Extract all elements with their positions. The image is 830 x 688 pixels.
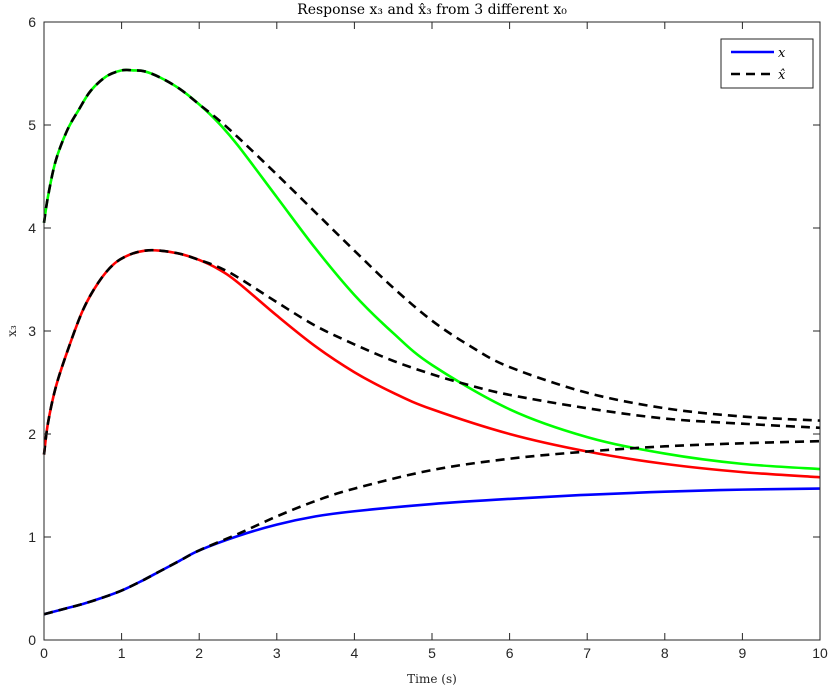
y-tick-label: 4: [28, 220, 36, 236]
x-tick-label: 6: [506, 645, 514, 661]
x-tick-label: 7: [583, 645, 591, 661]
x-tick-label: 10: [812, 645, 828, 661]
legend-box: [720, 38, 814, 89]
series-layer: [42, 68, 821, 616]
y-axis: 0 1 2 3 4 5 6: [28, 14, 820, 648]
x-tick-label: 8: [661, 645, 669, 661]
x-tick-label: 1: [118, 645, 126, 661]
y-tick-label: 6: [28, 14, 36, 30]
x-tick-label: 3: [273, 645, 281, 661]
y-tick-label: 1: [28, 529, 36, 545]
x-tick-label: 0: [40, 645, 48, 661]
x-tick-label: 9: [739, 645, 747, 661]
estimate-line-5: [42, 68, 821, 422]
plot-background: [44, 22, 820, 640]
estimate-line-4: [42, 248, 821, 455]
y-tick-label: 3: [28, 323, 36, 339]
legend-label-x: x: [778, 46, 786, 61]
estimate-line-3: [43, 439, 821, 616]
legend: x x̂: [720, 38, 814, 89]
y-tick-label: 2: [28, 426, 36, 442]
x-axis: 0 1 2 3 4 5 6 7 8 9 10: [40, 22, 828, 661]
x-axis-label: Time (s): [407, 672, 457, 686]
x-tick-label: 4: [351, 645, 359, 661]
x-tick-label: 2: [195, 645, 203, 661]
legend-label-xhat: x̂: [778, 68, 786, 83]
y-tick-label: 0: [28, 632, 36, 648]
chart-title: Response x₃ and x̂₃ from 3 different x₀: [297, 2, 567, 18]
y-tick-label: 5: [28, 117, 36, 133]
x-tick-label: 5: [428, 645, 436, 661]
y-axis-label: x₃: [5, 325, 19, 337]
state-line-1: [42, 248, 821, 479]
